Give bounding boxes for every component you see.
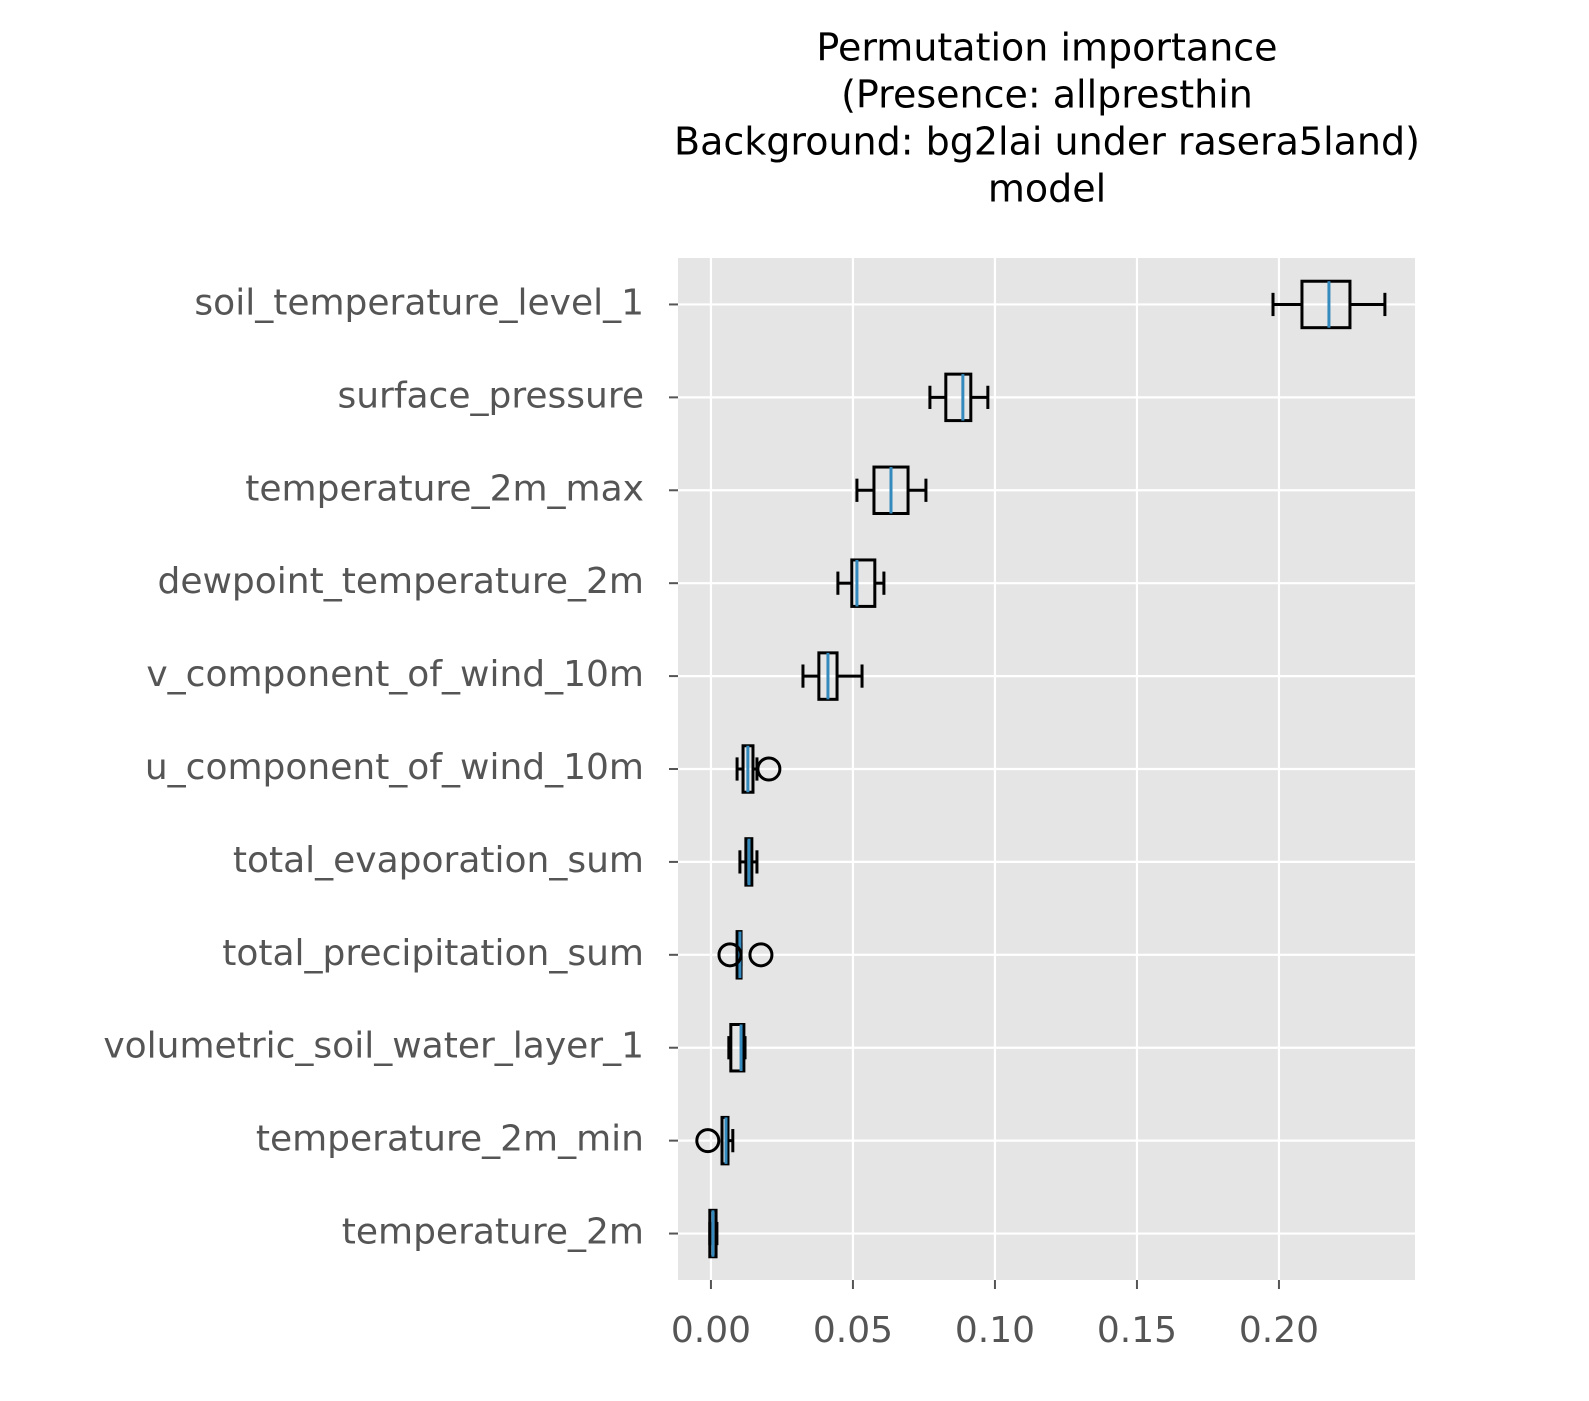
y-tick-label: soil_temperature_level_1 bbox=[194, 282, 644, 323]
box bbox=[850, 558, 877, 608]
y-tick-label: volumetric_soil_water_layer_1 bbox=[103, 1026, 644, 1067]
y-tick-label: temperature_2m bbox=[342, 1212, 644, 1253]
x-tick-label: 0.20 bbox=[1239, 1310, 1319, 1351]
x-tick-label: 0.05 bbox=[813, 1310, 893, 1351]
chart-title: Permutation importance bbox=[816, 26, 1277, 70]
y-tick-label: total_precipitation_sum bbox=[222, 933, 644, 974]
chart-title: Background: bg2lai under rasera5land) bbox=[674, 120, 1420, 164]
y-tick-label: u_component_of_wind_10m bbox=[145, 747, 644, 788]
x-tick-label: 0.15 bbox=[1097, 1310, 1177, 1351]
box bbox=[729, 1023, 746, 1073]
x-tick-label: 0.00 bbox=[671, 1310, 751, 1351]
chart-title: model bbox=[988, 167, 1106, 211]
x-tick-label: 0.10 bbox=[955, 1310, 1035, 1351]
y-tick-label: dewpoint_temperature_2m bbox=[157, 561, 644, 602]
y-tick-label: surface_pressure bbox=[337, 375, 644, 416]
y-tick-label: v_component_of_wind_10m bbox=[146, 654, 644, 695]
outlier bbox=[748, 942, 774, 968]
y-tick-label: temperature_2m_min bbox=[256, 1119, 644, 1160]
outlier bbox=[717, 942, 743, 968]
y-tick-label: temperature_2m_max bbox=[245, 468, 644, 509]
chart-title: (Presence: allpresthin bbox=[841, 73, 1253, 117]
box bbox=[944, 372, 973, 423]
y-tick-label: total_evaporation_sum bbox=[233, 840, 644, 881]
box bbox=[1300, 279, 1352, 330]
outlier bbox=[695, 1128, 721, 1154]
outlier bbox=[756, 756, 782, 782]
